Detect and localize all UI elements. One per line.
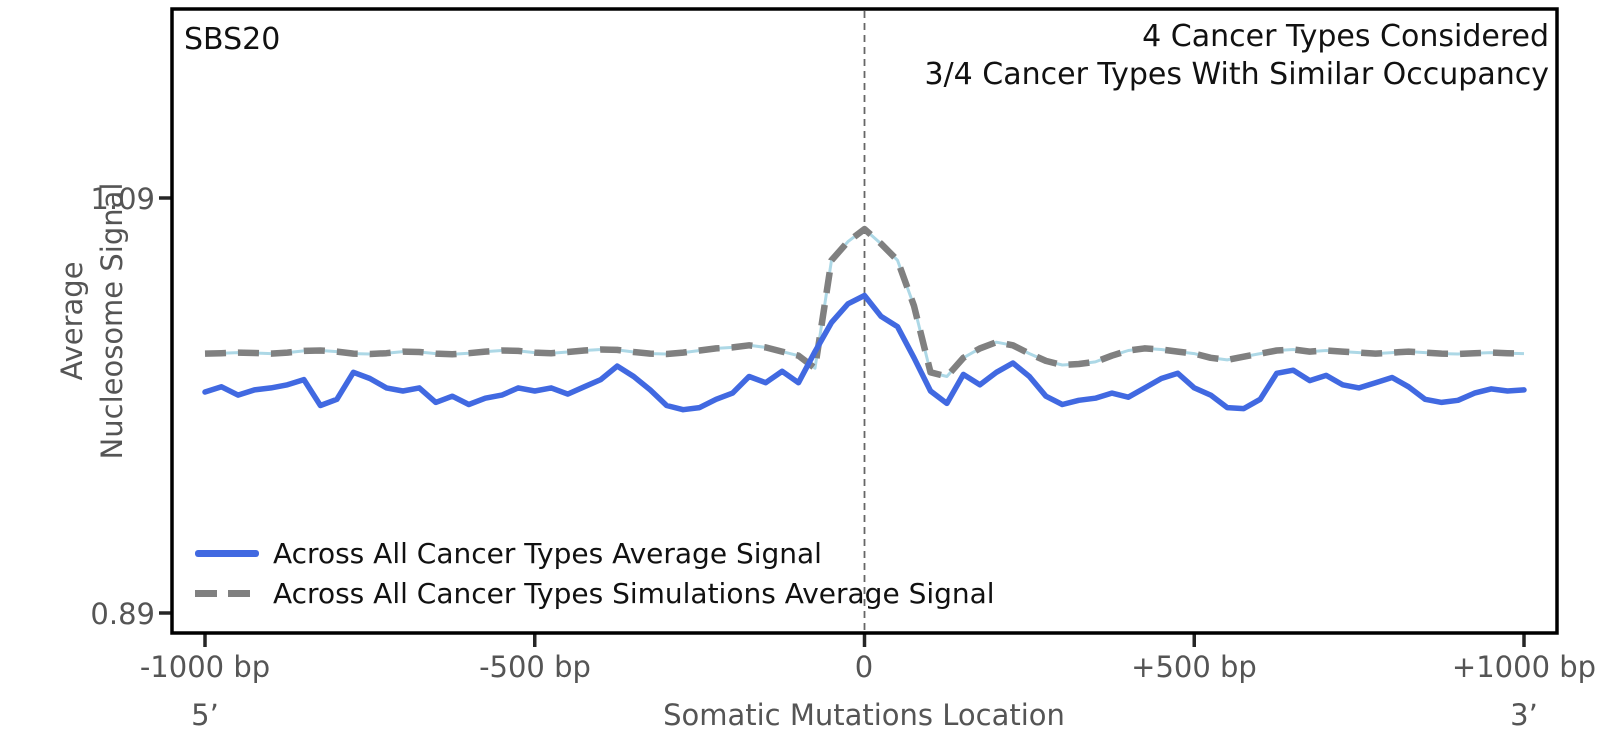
y-axis-label-line1: Average [55,261,89,381]
five-prime-label: 5’ [191,698,219,732]
x-axis-label: Somatic Mutations Location [663,698,1065,732]
cancer-types-info: 4 Cancer Types Considered 3/4 Cancer Typ… [924,18,1549,94]
legend-solid-line-swatch [195,549,259,557]
legend-label-simulations-signal: Across All Cancer Types Simulations Aver… [273,576,995,610]
legend-item-simulations-signal: Across All Cancer Types Simulations Aver… [195,573,995,613]
x-tick-label-plus-1000: +1000 bp [1451,650,1597,684]
simulations-average-line [204,225,1525,380]
x-tick-label-zero: 0 [854,650,874,684]
y-axis-label: Average Nucleosome Signal [52,183,132,460]
y-tick-label-bottom: 0.89 [90,597,155,631]
plot-border [170,7,1559,635]
x-tick-label-minus-500: -500 bp [479,650,591,684]
cancer-types-considered-text: 4 Cancer Types Considered [1142,19,1549,54]
three-prime-label: 3’ [1510,698,1538,732]
x-tick-label-plus-500: +500 bp [1131,650,1257,684]
legend: Across All Cancer Types Average Signal A… [195,533,995,613]
legend-label-real-signal: Across All Cancer Types Average Signal [273,536,822,570]
legend-item-real-signal: Across All Cancer Types Average Signal [195,533,995,573]
real-average-line [202,292,1527,413]
legend-dashed-line-swatch [195,589,259,597]
x-tick-label-minus-1000: -1000 bp [139,650,271,684]
signature-label: SBS20 [184,22,281,57]
y-axis-label-line2: Nucleosome Signal [95,182,129,460]
y-tick-label-top: 1.09 [90,182,155,216]
cancer-types-occupancy-text: 3/4 Cancer Types With Similar Occupancy [924,57,1549,92]
